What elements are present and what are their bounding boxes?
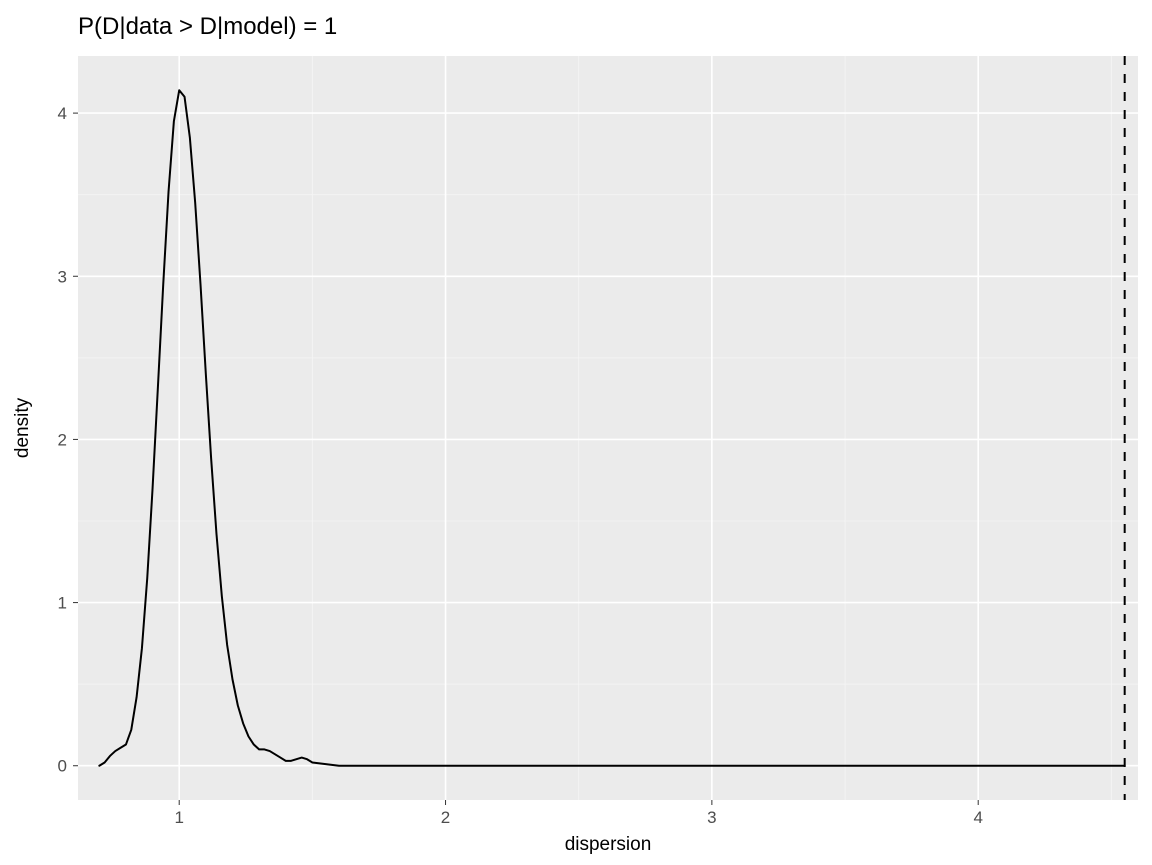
y-tick-label: 1 <box>58 594 67 613</box>
y-axis-label: density <box>12 397 33 458</box>
density-plot: 1 2 3 4 0 1 2 3 4 dispersion density P(D|data > D|m… <box>0 0 1152 865</box>
y-tick-label: 3 <box>58 267 67 286</box>
x-tick-label: 1 <box>174 808 183 827</box>
y-tick-label: 0 <box>58 757 67 776</box>
chart-container: 1 2 3 4 0 1 2 3 4 dispersion density P(D|data > D|m… <box>0 0 1152 865</box>
x-tick-label: 4 <box>973 808 982 827</box>
x-tick-label: 3 <box>707 808 716 827</box>
chart-title: P(D|data > D|model) = 1 <box>78 13 337 40</box>
x-tick-label: 2 <box>441 808 450 827</box>
y-tick-label: 4 <box>58 104 67 123</box>
y-tick-label: 2 <box>58 430 67 449</box>
x-axis-label: dispersion <box>565 834 652 855</box>
